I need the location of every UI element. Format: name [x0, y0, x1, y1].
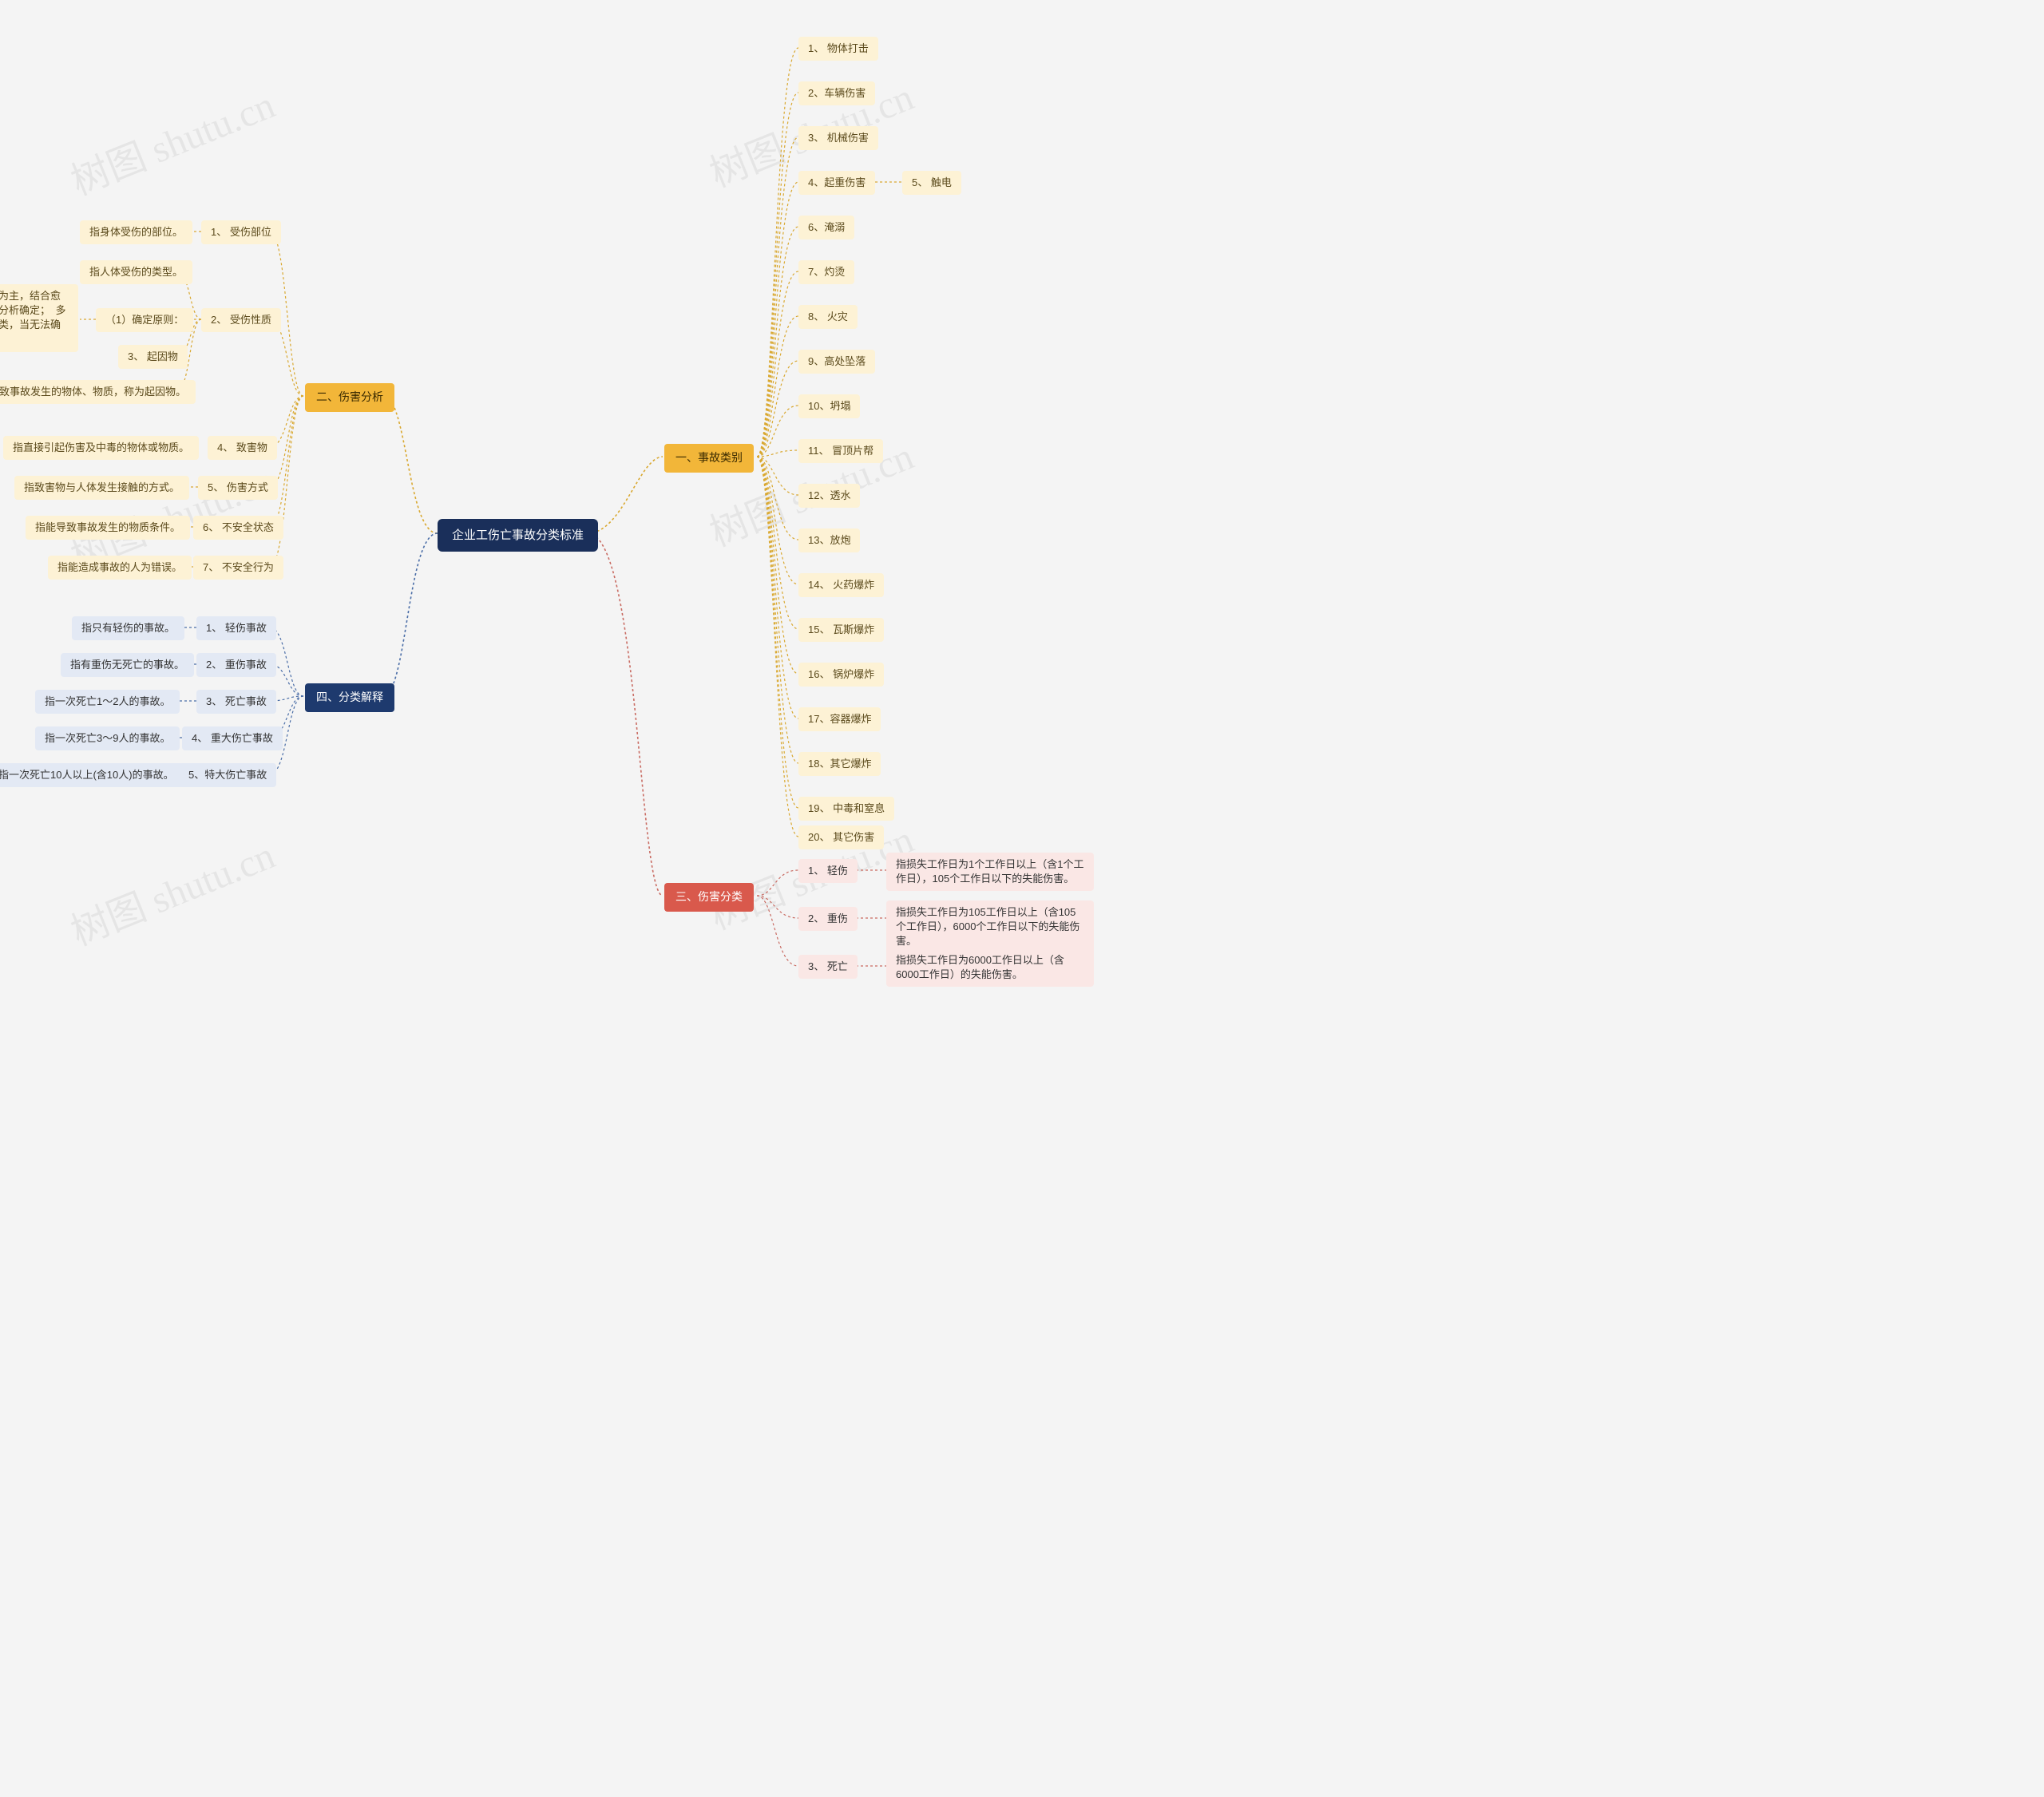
- b1-item-18: 18、其它爆炸: [798, 752, 881, 776]
- b4-item-1: 1、 轻伤事故: [196, 616, 276, 640]
- b4-item-4-desc: 指一次死亡3～9人的事故。: [35, 726, 180, 750]
- watermark: 树图 shutu.cn: [61, 824, 282, 956]
- b2-item-2-c3: 3、 起因物: [118, 345, 188, 369]
- b2-item-3: 4、 致害物: [208, 436, 277, 460]
- b3-item-3: 3、 死亡: [798, 955, 858, 979]
- b1-item-16: 16、 锅炉爆炸: [798, 663, 884, 687]
- b4-item-3-desc: 指一次死亡1～2人的事故。: [35, 690, 180, 714]
- b2-item-3-desc: 指直接引起伤害及中毒的物体或物质。: [3, 436, 199, 460]
- b4-item-2: 2、 重伤事故: [196, 653, 276, 677]
- branch-1-label: 一、事故类别: [664, 444, 754, 473]
- b1-item-8: 8、 火灾: [798, 305, 858, 329]
- b2-item-1-desc: 指身体受伤的部位。: [80, 220, 192, 244]
- b4-item-1-desc: 指只有轻伤的事故。: [72, 616, 184, 640]
- b2-item-6: 7、 不安全行为: [193, 556, 283, 580]
- b1-item-17: 17、容器爆炸: [798, 707, 881, 731]
- b2-item-4: 5、 伤害方式: [198, 476, 278, 500]
- b2-item-4-desc: 指致害物与人体发生接触的方式。: [14, 476, 189, 500]
- b3-item-3-desc: 指损失工作日为6000工作日以上（含6000工作日）的失能伤害。: [886, 948, 1094, 987]
- b2-item-2-c2: （1）确定原则：: [96, 308, 193, 332]
- b1-item-13: 13、放炮: [798, 528, 860, 552]
- b2-item-2-c1: 指人体受伤的类型。: [80, 260, 192, 284]
- branch-2-label: 二、伤害分析: [305, 383, 394, 412]
- b1-item-6: 6、淹溺: [798, 216, 854, 239]
- branch-3-label: 三、伤害分类: [664, 883, 754, 912]
- b4-item-3: 3、 死亡事故: [196, 690, 276, 714]
- b2-item-5-desc: 指能导致事故发生的物质条件。: [26, 516, 190, 540]
- b3-item-1-desc: 指损失工作日为1个工作日以上（含1个工作日），105个工作日以下的失能伤害。: [886, 853, 1094, 891]
- b4-item-5-desc: 指一次死亡10人以上(含10人)的事故。: [0, 763, 184, 787]
- b1-item-7: 7、灼烫: [798, 260, 854, 284]
- b1-item-1: 1、 物体打击: [798, 37, 878, 61]
- center-node: 企业工伤亡事故分类标准: [438, 519, 598, 552]
- b1-item-9: 9、高处坠落: [798, 350, 875, 374]
- b1-item-4-child: 5、 触电: [902, 171, 961, 195]
- watermark: 树图 shutu.cn: [61, 73, 282, 206]
- b2-item-2-c2-desc: 应以受伤当时的身体情况为主，结合愈后可能产生的后遗障碍全面分析确定； 多处受伤，…: [0, 284, 78, 352]
- b1-item-12: 12、透水: [798, 484, 860, 508]
- b1-item-15: 15、 瓦斯爆炸: [798, 618, 884, 642]
- b4-item-2-desc: 指有重伤无死亡的事故。: [61, 653, 194, 677]
- b3-item-1: 1、 轻伤: [798, 859, 858, 883]
- b3-item-2: 2、 重伤: [798, 907, 858, 931]
- b1-item-4: 4、起重伤害: [798, 171, 875, 195]
- b1-item-2: 2、车辆伤害: [798, 81, 875, 105]
- branch-4-label: 四、分类解释: [305, 683, 394, 712]
- b2-item-5: 6、 不安全状态: [193, 516, 283, 540]
- b1-item-3: 3、 机械伤害: [798, 126, 878, 150]
- b1-item-14: 14、 火药爆炸: [798, 573, 884, 597]
- b2-item-1: 1、 受伤部位: [201, 220, 281, 244]
- b2-item-6-desc: 指能造成事故的人为错误。: [48, 556, 192, 580]
- b4-item-5: 5、特大伤亡事故: [179, 763, 276, 787]
- b1-item-10: 10、坍塌: [798, 394, 860, 418]
- b1-item-20: 20、 其它伤害: [798, 825, 884, 849]
- b1-item-19: 19、 中毒和窒息: [798, 797, 894, 821]
- b3-item-2-desc: 指损失工作日为105工作日以上（含105个工作日），6000个工作日以下的失能伤…: [886, 900, 1094, 954]
- b2-item-2: 2、 受伤性质: [201, 308, 281, 332]
- b1-item-11: 11、 冒顶片帮: [798, 439, 883, 463]
- b4-item-4: 4、 重大伤亡事故: [182, 726, 283, 750]
- b2-item-2-c4: 导致事故发生的物体、物质，称为起因物。: [0, 380, 196, 404]
- mindmap-canvas: 树图 shutu.cn 树图 shutu.cn 树图 shutu.cn 树图 s…: [0, 0, 1214, 1070]
